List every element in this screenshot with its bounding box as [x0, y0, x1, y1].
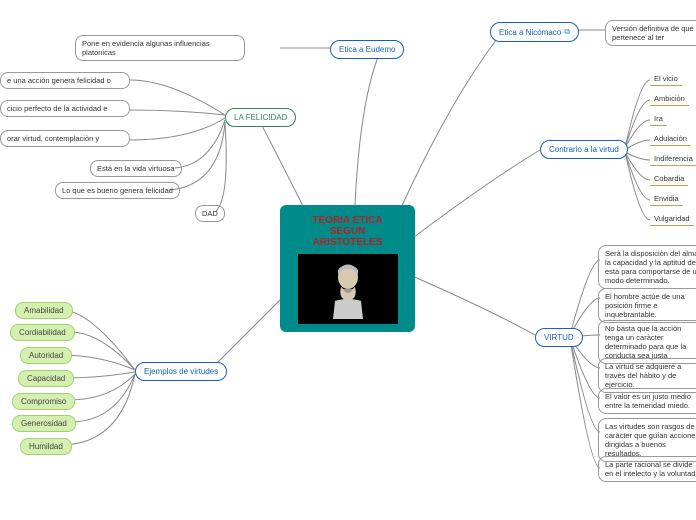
item-text: Ira	[654, 114, 663, 123]
branch-label: Etica a Nicòmaco	[499, 28, 561, 37]
ejemplos-item-2[interactable]: Autoridad	[20, 347, 72, 364]
virtud-item-6[interactable]: La parte racional se divide en el intele…	[598, 456, 696, 482]
item-text: Indiferencia	[654, 154, 693, 163]
item-text: Capacidad	[27, 374, 65, 383]
item-text: Está en la vida virtuosa	[97, 164, 175, 173]
item-text: Cobardia	[654, 174, 684, 183]
item-text: El valor es un justo medio entre la teme…	[605, 392, 691, 410]
item-text: Cordiabilidad	[19, 328, 66, 337]
ejemplos-item-1[interactable]: Cordiabilidad	[10, 324, 75, 341]
item-text: Autoridad	[29, 351, 63, 360]
branch-ejemplos[interactable]: Ejemplos de virtudes	[135, 362, 227, 381]
virtud-item-1[interactable]: El hombre actúe de una posiciòn firme e …	[598, 288, 696, 323]
ejemplos-item-4[interactable]: Compromiso	[12, 393, 75, 410]
item-text: Ambiciòn	[654, 94, 685, 103]
item-text: Las virtudes son rasgos de caràcter que …	[605, 422, 696, 458]
center-node[interactable]: TEORIA ETICA SEGUN ARISTOTELES	[280, 205, 415, 332]
item-text: cicio perfecto de la actividad e	[7, 104, 107, 113]
ejemplos-item-0[interactable]: Amabilidad	[15, 302, 73, 319]
branch-label: Contrario a la virtud	[549, 145, 619, 154]
virtud-item-4[interactable]: El valor es un justo medio entre la teme…	[598, 388, 696, 414]
felicidad-item-3[interactable]: Está en la vida virtuosa	[90, 160, 182, 177]
center-title: TEORIA ETICA SEGUN ARISTOTELES	[294, 215, 401, 248]
felicidad-item-5[interactable]: DAD	[195, 205, 225, 222]
item-text: La parte racional se divide en el intele…	[605, 460, 695, 478]
felicidad-item-2[interactable]: orar virtud, contemplaciòn y	[0, 130, 130, 147]
item-text: Compromiso	[21, 397, 66, 406]
branch-label: LA FELICIDAD	[234, 113, 287, 122]
ejemplos-item-5[interactable]: Generosidad	[12, 415, 76, 432]
contrario-item-7[interactable]: Vulgaridad	[650, 212, 694, 226]
felicidad-item-0[interactable]: e una acciòn genera felicidad o	[0, 72, 130, 89]
branch-label: Etica a Eudemo	[339, 45, 395, 54]
item-text: Humildad	[29, 442, 63, 451]
item-text: DAD	[202, 209, 218, 218]
center-image	[298, 254, 398, 324]
item-text: Adulaciòn	[654, 134, 687, 143]
branch-virtud[interactable]: VIRTUD	[535, 328, 583, 347]
item-text: La virtud se adquiere a travès del hàbit…	[605, 362, 681, 389]
nicomaco-note[interactable]: Versión definitiva de que pertenece al t…	[605, 20, 696, 46]
item-text: El vicio	[654, 74, 678, 83]
item-text: orar virtud, contemplaciòn y	[7, 134, 99, 143]
item-text: El hombre actúe de una posiciòn firme e …	[605, 292, 685, 319]
branch-label: Ejemplos de virtudes	[144, 367, 218, 376]
item-text: Vulgaridad	[654, 214, 690, 223]
contrario-item-0[interactable]: El vicio	[650, 72, 682, 86]
item-text: Lo que es bueno genera felicidad	[62, 186, 173, 195]
eudemo-note[interactable]: Pone en evidencia algunas influencias pl…	[75, 35, 245, 61]
felicidad-item-1[interactable]: cicio perfecto de la actividad e	[0, 100, 130, 117]
item-text: Serà la disposiciòn del alma, la capacid…	[605, 249, 696, 285]
external-link-icon: ⧉	[564, 27, 570, 37]
item-text: No basta que la acciòn tenga un caràcter…	[605, 324, 686, 360]
contrario-item-5[interactable]: Cobardia	[650, 172, 688, 186]
branch-etica-eudemo[interactable]: Etica a Eudemo	[330, 40, 404, 59]
branch-label: VIRTUD	[544, 333, 574, 342]
felicidad-item-4[interactable]: Lo que es bueno genera felicidad	[55, 182, 180, 199]
item-text: e una acciòn genera felicidad o	[7, 76, 111, 85]
ejemplos-item-6[interactable]: Humildad	[20, 438, 72, 455]
branch-etica-nicomaco[interactable]: Etica a Nicòmaco ⧉	[490, 22, 579, 42]
item-text: Amabilidad	[24, 306, 64, 315]
contrario-item-3[interactable]: Adulaciòn	[650, 132, 691, 146]
item-text: Envidia	[654, 194, 679, 203]
note-text: Pone en evidencia algunas influencias pl…	[82, 39, 210, 57]
contrario-item-6[interactable]: Envidia	[650, 192, 683, 206]
branch-contrario[interactable]: Contrario a la virtud	[540, 140, 628, 159]
item-text: Generosidad	[21, 419, 67, 428]
contrario-item-1[interactable]: Ambiciòn	[650, 92, 689, 106]
note-text: Versión definitiva de que pertenece al t…	[612, 24, 694, 42]
virtud-item-0[interactable]: Serà la disposiciòn del alma, la capacid…	[598, 245, 696, 289]
ejemplos-item-3[interactable]: Capacidad	[18, 370, 74, 387]
contrario-item-2[interactable]: Ira	[650, 112, 667, 126]
branch-felicidad[interactable]: LA FELICIDAD	[225, 108, 296, 127]
contrario-item-4[interactable]: Indiferencia	[650, 152, 696, 166]
